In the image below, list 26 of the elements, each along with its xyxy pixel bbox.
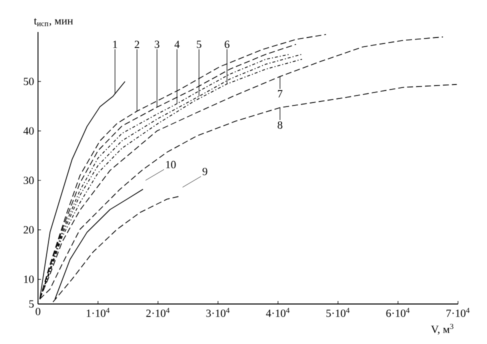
x-tick-label: 2·10$^{4}$ [146, 308, 170, 317]
y-tick-label: 20 [24, 226, 34, 234]
annotation: 3 [154, 40, 160, 48]
annotation: 9 [202, 168, 208, 176]
y-tick-label: 10 [24, 276, 34, 283]
x-tick-label: 6·10$^{4}$ [386, 308, 410, 317]
x-axis-title: V, м$^{3}$ [431, 324, 454, 335]
y-tick-label: 40 [23, 127, 34, 135]
annotation: 4 [174, 40, 180, 48]
annotation: 10 [166, 160, 176, 168]
x-tick-label: 5·10$^{4}$ [326, 308, 350, 317]
x-tick-label: 4·10$^{4}$ [266, 308, 290, 317]
annotation: 2 [134, 40, 140, 48]
x-tick-label: 7·10$^{4}$ [446, 308, 470, 317]
annotation: 6 [224, 40, 230, 48]
annotation: 8 [278, 121, 282, 129]
y-axis-title: t$_{исп}$, мин [34, 18, 73, 26]
annotation: 5 [196, 40, 202, 48]
annotation: 1 [113, 40, 118, 48]
x-tick-label: 1·10$^{4}$ [86, 308, 110, 317]
y-tick-label: 30 [24, 176, 34, 184]
x-tick-label: 0 [36, 308, 40, 316]
annotation: 7 [278, 90, 282, 98]
x-tick-label: 3·10$^{4}$ [206, 308, 230, 317]
y-tick-label: 50 [24, 78, 34, 86]
y-tick-label: 5 [29, 300, 34, 308]
